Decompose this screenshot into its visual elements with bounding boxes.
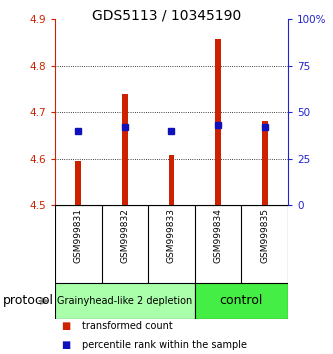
Text: GSM999831: GSM999831 <box>74 209 83 263</box>
Bar <box>122 94 128 205</box>
Text: ■: ■ <box>62 321 71 331</box>
Text: GDS5113 / 10345190: GDS5113 / 10345190 <box>92 9 241 23</box>
Text: GSM999832: GSM999832 <box>120 209 130 263</box>
Text: transformed count: transformed count <box>82 321 172 331</box>
Text: Grainyhead-like 2 depletion: Grainyhead-like 2 depletion <box>57 296 192 306</box>
Bar <box>262 121 267 205</box>
Text: GSM999833: GSM999833 <box>167 209 176 263</box>
Text: control: control <box>220 295 263 307</box>
Bar <box>55 283 195 319</box>
Bar <box>215 39 221 205</box>
Text: ■: ■ <box>62 340 71 350</box>
Bar <box>195 283 288 319</box>
Text: protocol: protocol <box>3 295 54 307</box>
Bar <box>169 155 174 205</box>
Bar <box>76 161 81 205</box>
Text: percentile rank within the sample: percentile rank within the sample <box>82 340 246 350</box>
Text: GSM999834: GSM999834 <box>213 209 223 263</box>
Text: GSM999835: GSM999835 <box>260 209 269 263</box>
